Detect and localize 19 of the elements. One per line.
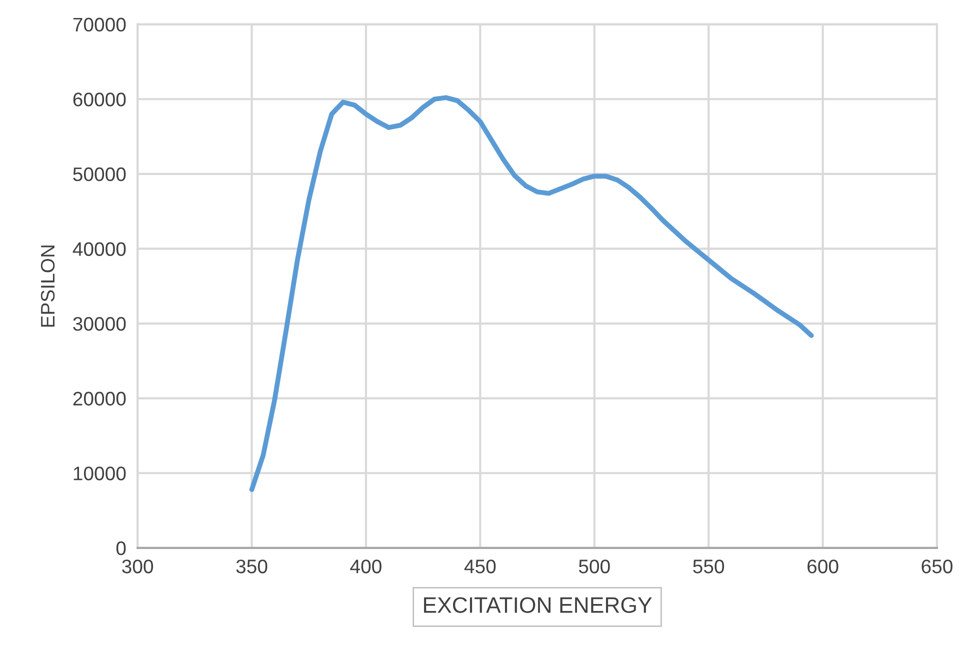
y-tick-label: 40000 <box>72 242 126 256</box>
x-axis-title: EXCITATION ENERGY <box>424 597 652 613</box>
y-tick-label: 30000 <box>73 316 126 331</box>
x-tick-label: 300 <box>122 560 154 574</box>
line-series <box>249 95 814 492</box>
x-tick-label: 550 <box>693 560 724 574</box>
x-tick-label: 650 <box>922 560 952 574</box>
y-tick-label: 20000 <box>73 392 126 406</box>
y-tick-label: 50000 <box>73 167 126 182</box>
x-tick-label: 500 <box>578 560 610 574</box>
x-tick-label: 600 <box>808 560 838 574</box>
x-tick-label: 350 <box>236 560 268 574</box>
y-tick-label: 60000 <box>73 92 126 106</box>
y-tick-label: 0 <box>116 541 126 556</box>
x-tick-label: 400 <box>350 560 382 574</box>
y-tick-label: 70000 <box>73 18 126 32</box>
y-axis-title: EPSILON <box>40 246 55 327</box>
x-tick-label: 450 <box>464 560 496 574</box>
y-tick-label: 10000 <box>74 466 126 480</box>
